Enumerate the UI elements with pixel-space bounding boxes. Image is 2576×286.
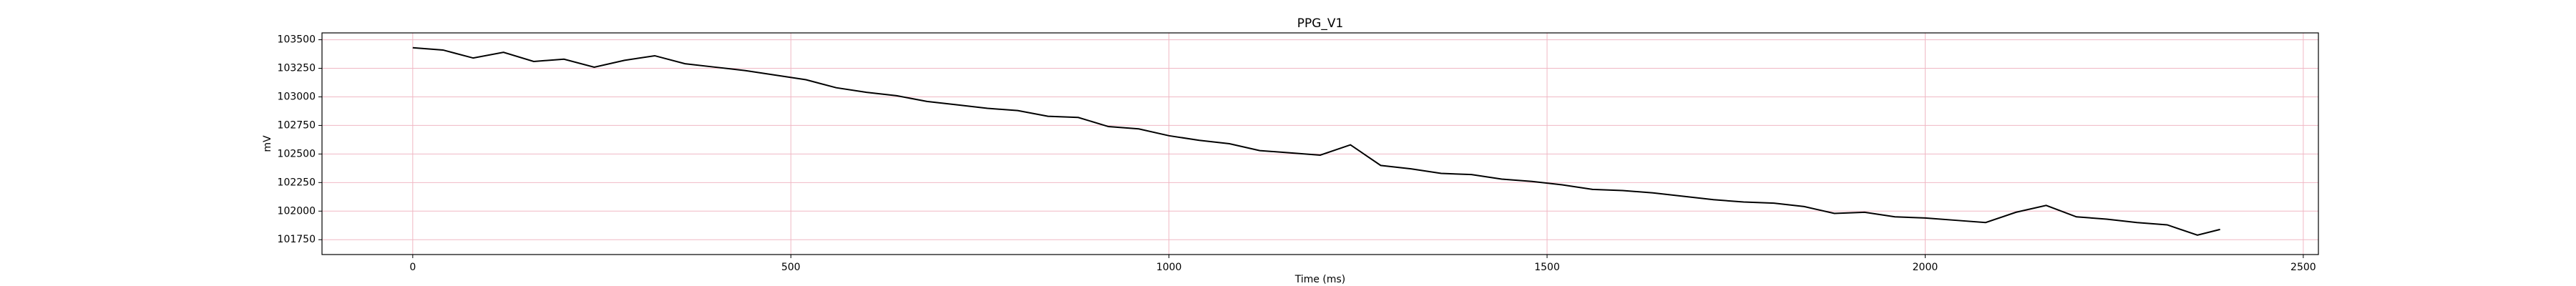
y-axis-label: mV — [262, 135, 273, 152]
x-tick-label: 1000 — [1156, 262, 1182, 273]
data-line — [412, 46, 2220, 236]
plot-frame — [321, 32, 2319, 255]
y-tick-label: 102500 — [278, 148, 316, 159]
x-tick-label: 1500 — [1534, 262, 1560, 273]
chart-title: PPG_V1 — [1297, 16, 1344, 31]
x-tick-label: 2500 — [2290, 262, 2316, 273]
y-tick-label: 102750 — [278, 119, 316, 131]
x-tick-label: 500 — [781, 262, 801, 273]
y-tick-label: 102000 — [278, 205, 316, 217]
y-tick-label: 103250 — [278, 63, 316, 74]
x-tick-label: 0 — [409, 262, 416, 273]
y-tick-label: 103000 — [278, 91, 316, 102]
y-tick-label: 102250 — [278, 177, 316, 188]
x-axis-label: Time (ms) — [1294, 274, 1346, 285]
y-tick-label: 103500 — [278, 34, 316, 46]
y-tick-label: 101750 — [278, 234, 316, 245]
x-tick-label: 2000 — [1913, 262, 1938, 273]
